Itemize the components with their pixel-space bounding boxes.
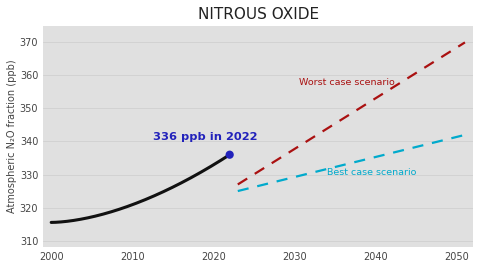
Text: Worst case scenario: Worst case scenario bbox=[299, 78, 395, 87]
Text: Best case scenario: Best case scenario bbox=[327, 168, 417, 176]
Y-axis label: Atmospheric N₂O fraction (ppb): Atmospheric N₂O fraction (ppb) bbox=[7, 60, 17, 213]
Text: 336 ppb in 2022: 336 ppb in 2022 bbox=[153, 132, 257, 142]
Point bbox=[226, 153, 233, 157]
Title: NITROUS OXIDE: NITROUS OXIDE bbox=[197, 7, 319, 22]
